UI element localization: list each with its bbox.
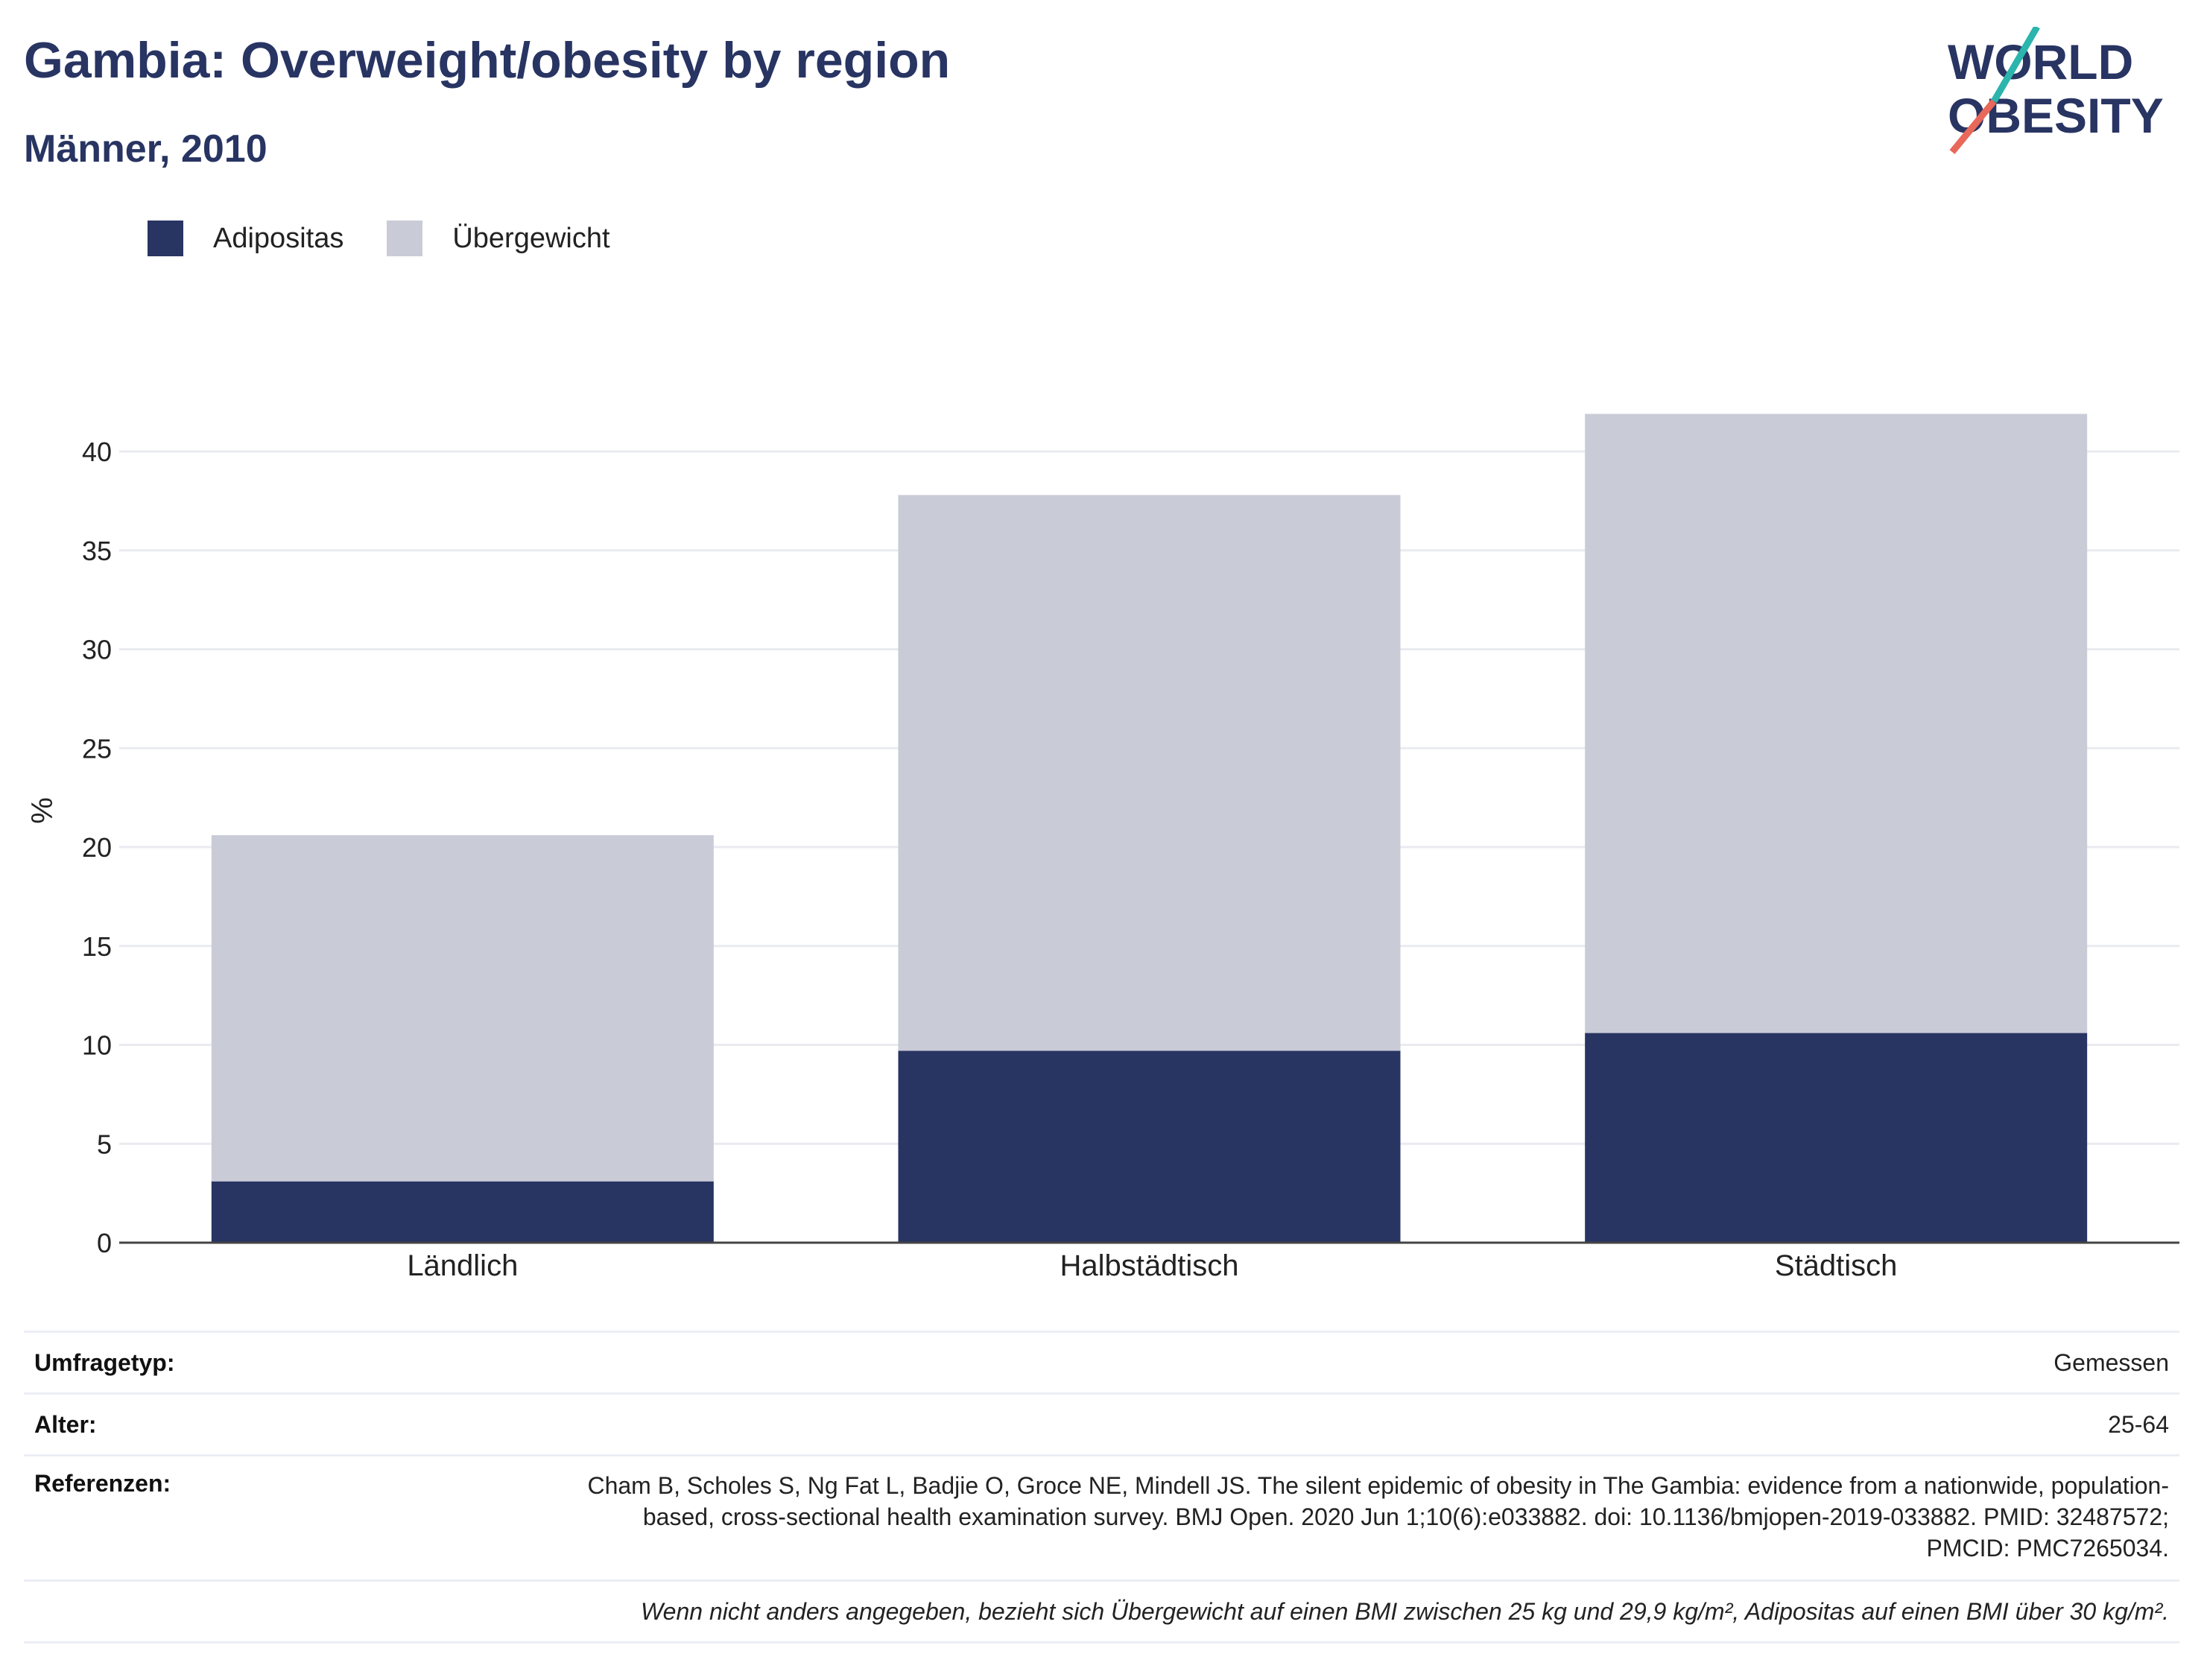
age-value: 25-64 xyxy=(2108,1410,2169,1438)
bar-ländlich-übergewicht xyxy=(211,835,714,1182)
y-tick-label-15: 15 xyxy=(82,931,112,962)
y-tick-label-0: 0 xyxy=(97,1228,112,1258)
y-tick-label-30: 30 xyxy=(82,635,112,665)
info-row-footnote: Wenn nicht anders angegeben, bezieht sic… xyxy=(24,1579,2179,1643)
info-row-age: Alter: 25-64 xyxy=(24,1392,2179,1454)
bar-halbstädtisch-adipositas xyxy=(898,1050,1401,1243)
legend-swatch-uebergewicht xyxy=(387,221,423,256)
chart-subtitle: Männer, 2010 xyxy=(24,127,267,171)
svg-text:WORLD: WORLD xyxy=(1948,34,2133,89)
y-tick-label-35: 35 xyxy=(82,536,112,566)
y-tick-label-25: 25 xyxy=(82,733,112,764)
y-axis-title: % xyxy=(26,797,59,824)
x-tick-label-1: Halbstädtisch xyxy=(1060,1249,1238,1282)
chart-title: Gambia: Overweight/obesity by region xyxy=(24,32,951,89)
info-table: Umfragetyp: Gemessen Alter: 25-64 Refere… xyxy=(24,1331,2179,1643)
legend-label-uebergewicht: Übergewicht xyxy=(452,222,610,254)
x-tick-label-0: Ländlich xyxy=(407,1249,518,1282)
info-row-references: Referenzen: Cham B, Scholes S, Ng Fat L,… xyxy=(24,1454,2179,1579)
survey-type-value: Gemessen xyxy=(2053,1348,2169,1376)
legend-swatch-adipositas xyxy=(148,221,183,256)
bar-ländlich-adipositas xyxy=(211,1181,714,1243)
stacked-bar-chart: 0 5 10 15 20 25 30 35 40% Ländlich Halbstädtisch St… xyxy=(26,413,2179,1282)
legend-item-uebergewicht: Übergewicht xyxy=(387,221,610,256)
references-label: Referenzen: xyxy=(34,1470,171,1497)
survey-type-label: Umfragetyp: xyxy=(34,1348,175,1376)
world-obesity-logo: WORLD OBESITY xyxy=(1948,27,2164,154)
references-value: Cham B, Scholes S, Ng Fat L, Badjie O, G… xyxy=(587,1472,2169,1562)
y-tick-label-10: 10 xyxy=(82,1030,112,1061)
x-tick-label-2: Städtisch xyxy=(1775,1249,1898,1282)
y-tick-label-40: 40 xyxy=(82,437,112,467)
legend: Adipositas Übergewicht xyxy=(148,221,653,256)
y-tick-label-5: 5 xyxy=(97,1129,112,1159)
footnote: Wenn nicht anders angegeben, bezieht sic… xyxy=(641,1597,2169,1625)
bar-städtisch-übergewicht xyxy=(1585,413,2088,1033)
info-row-survey-type: Umfragetyp: Gemessen xyxy=(24,1331,2179,1392)
bar-halbstädtisch-übergewicht xyxy=(898,495,1401,1051)
bar-städtisch-adipositas xyxy=(1585,1033,2088,1243)
y-tick-label-20: 20 xyxy=(82,832,112,863)
age-label: Alter: xyxy=(34,1410,97,1438)
legend-label-adipositas: Adipositas xyxy=(213,222,344,254)
legend-item-adipositas: Adipositas xyxy=(148,221,343,256)
